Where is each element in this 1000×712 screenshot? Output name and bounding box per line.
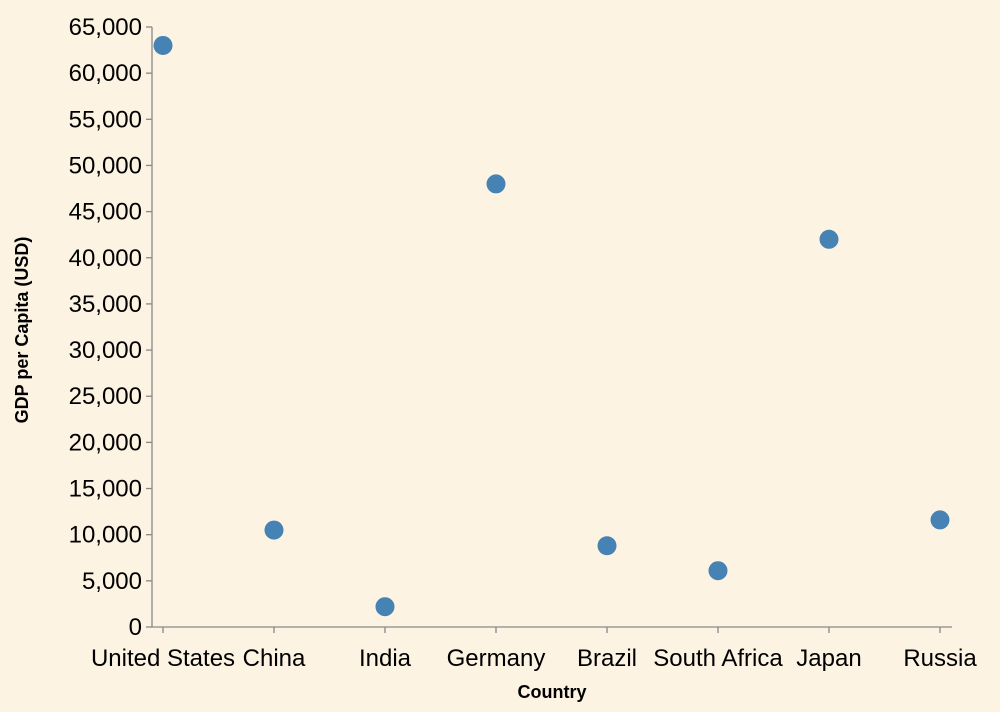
y-tick-label: 0 <box>129 614 142 641</box>
y-tick-label: 50,000 <box>69 152 142 179</box>
y-tick-label: 5,000 <box>82 568 142 595</box>
x-tick-label: Brazil <box>577 645 637 672</box>
data-point <box>708 561 728 581</box>
y-tick-label: 60,000 <box>69 60 142 87</box>
data-point <box>264 520 284 540</box>
y-tick-label: 25,000 <box>69 383 142 410</box>
x-tick-label: China <box>243 645 306 672</box>
y-tick-label: 15,000 <box>69 476 142 503</box>
x-tick-label: United States <box>91 645 235 672</box>
x-tick-label: Japan <box>796 645 861 672</box>
data-point <box>375 597 395 617</box>
data-point <box>597 536 617 556</box>
y-tick-label: 20,000 <box>69 429 142 456</box>
x-tick-label: Russia <box>903 645 977 672</box>
y-tick-label: 65,000 <box>69 14 142 41</box>
y-tick-label: 35,000 <box>69 291 142 318</box>
data-point <box>486 174 506 194</box>
x-tick-label: India <box>359 645 412 672</box>
x-axis-title: Country <box>518 682 587 702</box>
y-tick-label: 30,000 <box>69 337 142 364</box>
x-tick-label: South Africa <box>653 645 783 672</box>
y-tick-label: 55,000 <box>69 106 142 133</box>
y-tick-label: 40,000 <box>69 245 142 272</box>
data-point <box>930 510 950 530</box>
y-axis-title: GDP per Capita (USD) <box>12 237 32 424</box>
y-tick-label: 10,000 <box>69 522 142 549</box>
data-point <box>819 229 839 249</box>
x-tick-label: Germany <box>447 645 546 672</box>
y-tick-label: 45,000 <box>69 199 142 226</box>
plot-area: 0 5,000 10,000 15,000 20,000 25,000 30,000 35,0… <box>69 14 978 672</box>
data-point <box>153 35 173 55</box>
